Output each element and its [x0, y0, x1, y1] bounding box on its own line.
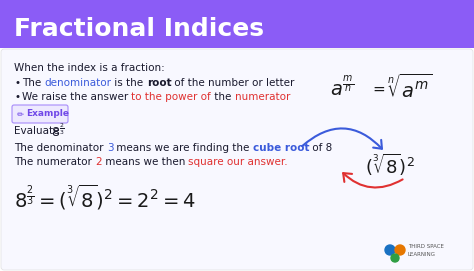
Text: LEARNING: LEARNING — [408, 251, 436, 256]
FancyBboxPatch shape — [0, 0, 474, 48]
Text: The: The — [22, 78, 45, 88]
Text: $(\sqrt[3]{8})^2$: $(\sqrt[3]{8})^2$ — [365, 152, 415, 178]
Text: ✏: ✏ — [17, 109, 24, 118]
Text: $=$: $=$ — [370, 80, 386, 95]
Circle shape — [395, 245, 405, 255]
Text: cube root: cube root — [253, 143, 310, 153]
FancyArrowPatch shape — [343, 173, 402, 188]
Text: •: • — [14, 78, 20, 88]
Text: $8^{\frac{2}{3}} = (\sqrt[3]{8})^2 = 2^2 = 4$: $8^{\frac{2}{3}} = (\sqrt[3]{8})^2 = 2^2… — [14, 182, 196, 212]
Text: means we then: means we then — [102, 157, 188, 167]
FancyArrowPatch shape — [302, 128, 382, 149]
Text: 3: 3 — [107, 143, 113, 153]
Text: is the: is the — [111, 78, 147, 88]
Text: denominator: denominator — [45, 78, 111, 88]
Text: Evaluate: Evaluate — [14, 126, 63, 136]
Text: $a^{\frac{m}{n}}$: $a^{\frac{m}{n}}$ — [330, 76, 354, 100]
Text: $8^{\frac{2}{3}}$: $8^{\frac{2}{3}}$ — [51, 122, 65, 140]
Text: root: root — [147, 78, 172, 88]
Text: THIRD SPACE: THIRD SPACE — [408, 244, 444, 250]
FancyBboxPatch shape — [12, 105, 68, 123]
Text: means we are finding the: means we are finding the — [113, 143, 253, 153]
Circle shape — [391, 254, 399, 262]
Text: When the index is a fraction:: When the index is a fraction: — [14, 63, 165, 73]
Text: $\sqrt[n]{a^m}$: $\sqrt[n]{a^m}$ — [387, 73, 433, 102]
Text: numerator: numerator — [235, 92, 290, 102]
Circle shape — [385, 245, 395, 255]
Text: 2: 2 — [95, 157, 102, 167]
Text: of the number or letter: of the number or letter — [172, 78, 295, 88]
Text: Example: Example — [26, 109, 69, 118]
Text: of 8: of 8 — [310, 143, 333, 153]
Text: The numerator: The numerator — [14, 157, 95, 167]
Text: to the power of: to the power of — [131, 92, 211, 102]
FancyBboxPatch shape — [1, 49, 473, 270]
Text: Fractional Indices: Fractional Indices — [14, 17, 264, 41]
Text: square our answer.: square our answer. — [188, 157, 288, 167]
Text: the: the — [211, 92, 235, 102]
Text: We raise the answer: We raise the answer — [22, 92, 131, 102]
Text: The denominator: The denominator — [14, 143, 107, 153]
Text: •: • — [14, 92, 20, 102]
